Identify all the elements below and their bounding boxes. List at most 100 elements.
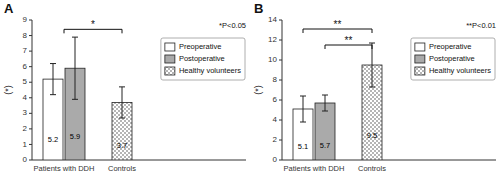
error-cap: [119, 118, 125, 119]
data-label: 5.1: [298, 142, 308, 151]
error-bar: [322, 95, 328, 111]
x-axis-line: [32, 160, 246, 161]
x-tick-label: Patients with DDH: [284, 164, 345, 173]
y-tick: [29, 144, 32, 145]
y-tick: [29, 128, 32, 129]
x-axis-line: [282, 160, 496, 161]
x-tick-label: Controls: [358, 164, 386, 173]
legend-swatch: [415, 67, 425, 75]
bar: [315, 103, 335, 160]
y-tick: [279, 140, 282, 141]
panel-title: B: [254, 1, 263, 16]
error-cap: [119, 86, 125, 87]
y-tick-label: 7: [23, 46, 28, 55]
y-tick: [279, 120, 282, 121]
y-tick: [29, 82, 32, 83]
y-tick-label: 8: [23, 31, 28, 40]
y-tick: [29, 51, 32, 52]
legend-swatch: [415, 43, 425, 51]
y-tick: [279, 20, 282, 21]
legend-item: Healthy volunteers: [165, 66, 241, 75]
y-tick-label: 9: [23, 15, 28, 24]
y-tick: [29, 160, 32, 161]
data-label: 5.7: [320, 141, 330, 150]
y-tick: [279, 40, 282, 41]
chart-root: 0123456789(*)APatients with DDHControls5…: [0, 0, 500, 190]
y-tick-label: 12: [268, 35, 277, 44]
error-line: [53, 64, 54, 95]
panel: 02468101214(*)BPatients with DDHControls…: [253, 1, 496, 173]
significance-label: *: [91, 19, 95, 30]
legend-label: Healthy volunteers: [179, 66, 241, 75]
legend-box: [161, 38, 245, 80]
error-line: [75, 37, 76, 99]
note: **P<0.01: [466, 21, 496, 30]
error-bar: [50, 64, 56, 95]
error-cap: [322, 111, 328, 112]
error-bar: [369, 43, 375, 87]
y-tick-label: 14: [268, 15, 277, 24]
data-label: 9.5: [367, 131, 377, 140]
y-tick: [29, 66, 32, 67]
y-tick: [29, 20, 32, 21]
panel: 0123456789(*)APatients with DDHControls5…: [3, 1, 246, 173]
y-tick-label: 6: [23, 62, 28, 71]
y-tick-label: 2: [23, 124, 28, 133]
y-axis-label: (*): [253, 85, 263, 95]
y-tick-label: 0: [273, 155, 278, 164]
legend-swatch: [165, 43, 175, 51]
y-tick: [29, 97, 32, 98]
y-tick-label: 6: [273, 95, 278, 104]
error-cap: [300, 96, 306, 97]
significance-label: **: [345, 35, 353, 46]
y-tick-label: 4: [273, 115, 278, 124]
legend-swatch: [415, 55, 425, 63]
error-cap: [50, 94, 56, 95]
data-label: 5.9: [70, 132, 80, 141]
y-tick-label: 0: [23, 155, 28, 164]
panel-title: A: [4, 1, 14, 16]
legend-label: Postoperative: [429, 54, 475, 63]
y-tick: [279, 60, 282, 61]
error-line: [372, 43, 373, 87]
error-bar: [119, 87, 125, 118]
legend: Preoperative Postoperative Healthy volunte…: [161, 38, 245, 80]
legend-swatch: [165, 67, 175, 75]
error-cap: [72, 37, 78, 38]
legend-label: Preoperative: [429, 42, 472, 51]
legend-item: Postoperative: [165, 54, 225, 63]
legend: Preoperative Postoperative Healthy volunte…: [411, 38, 495, 80]
legend-item: Preoperative: [165, 42, 222, 51]
y-tick: [279, 80, 282, 81]
error-line: [122, 87, 123, 118]
legend-item: Healthy volunteers: [415, 66, 491, 75]
y-axis-line: [282, 20, 283, 160]
y-tick-label: 1: [23, 140, 28, 149]
legend-item: Postoperative: [415, 54, 475, 63]
y-tick-label: 2: [273, 135, 278, 144]
y-axis-label: (*): [3, 85, 13, 95]
error-cap: [72, 99, 78, 100]
y-tick: [29, 113, 32, 114]
legend-item: Preoperative: [415, 42, 472, 51]
legend-box: [411, 38, 495, 80]
error-line: [325, 95, 326, 111]
error-line: [303, 96, 304, 122]
error-bar: [72, 37, 78, 99]
error-cap: [322, 95, 328, 96]
error-cap: [369, 43, 375, 44]
error-cap: [50, 63, 56, 64]
error-bar: [300, 96, 306, 122]
data-label: 5.2: [48, 135, 58, 144]
note: *P<0.05: [219, 21, 246, 30]
y-tick-label: 3: [23, 108, 28, 117]
bars: [43, 37, 132, 160]
legend-label: Postoperative: [179, 54, 225, 63]
y-tick: [29, 35, 32, 36]
bars: [293, 43, 382, 160]
legend-label: Preoperative: [179, 42, 222, 51]
y-axis-line: [32, 20, 33, 160]
data-label: 3.7: [117, 141, 127, 150]
legend-label: Healthy volunteers: [429, 66, 491, 75]
x-tick-label: Patients with DDH: [34, 164, 95, 173]
